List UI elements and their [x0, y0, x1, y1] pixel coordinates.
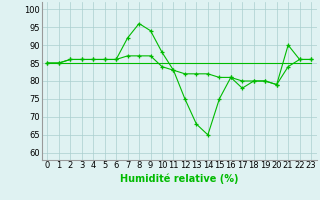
- X-axis label: Humidité relative (%): Humidité relative (%): [120, 173, 238, 184]
